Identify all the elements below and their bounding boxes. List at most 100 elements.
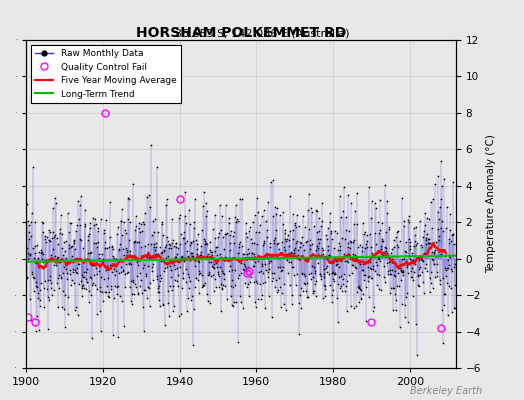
Point [172, 254, 181, 260]
Point [340, 251, 348, 257]
Point [284, 251, 292, 257]
Point [207, 273, 215, 279]
Point [363, 232, 371, 238]
Point [225, 215, 233, 222]
Point [42, 239, 50, 245]
Point [129, 277, 137, 284]
Point [206, 300, 214, 306]
Point [374, 254, 382, 260]
Point [98, 258, 106, 264]
Point [128, 181, 137, 187]
Point [123, 270, 131, 276]
Point [334, 281, 342, 287]
Point [432, 253, 440, 260]
Point [90, 240, 98, 246]
Point [124, 216, 133, 222]
Point [292, 271, 301, 277]
Point [116, 264, 125, 270]
Point [64, 310, 72, 317]
Point [39, 229, 47, 235]
Point [142, 271, 150, 277]
Point [378, 236, 386, 243]
Point [397, 277, 406, 283]
Point [141, 210, 149, 216]
Point [130, 239, 138, 246]
Point [215, 230, 223, 236]
Point [202, 241, 211, 248]
Point [337, 235, 346, 241]
Point [368, 197, 377, 204]
Point [62, 262, 70, 268]
Point [43, 277, 52, 284]
Point [269, 236, 278, 243]
Point [333, 261, 341, 268]
Point [177, 254, 185, 260]
Point [384, 252, 392, 258]
Point [233, 256, 242, 263]
Point [175, 313, 183, 319]
Point [238, 266, 247, 272]
Point [296, 292, 304, 299]
Point [196, 252, 204, 259]
Point [409, 277, 418, 284]
Point [169, 283, 177, 290]
Point [365, 273, 374, 280]
Point [159, 301, 167, 308]
Point [390, 236, 398, 243]
Point [37, 247, 45, 254]
Point [351, 252, 359, 259]
Point [410, 224, 419, 231]
Point [260, 238, 269, 245]
Point [356, 242, 364, 248]
Point [196, 243, 205, 250]
Point [348, 262, 357, 269]
Point [181, 219, 190, 226]
Point [139, 219, 147, 225]
Point [427, 280, 435, 286]
Point [335, 240, 343, 246]
Point [157, 274, 165, 281]
Point [431, 246, 440, 253]
Point [231, 267, 239, 274]
Point [43, 326, 52, 332]
Point [354, 244, 362, 250]
Point [26, 252, 35, 258]
Point [179, 274, 188, 281]
Point [45, 297, 53, 304]
Point [392, 306, 401, 313]
Point [232, 202, 240, 208]
Point [381, 229, 390, 235]
Point [218, 213, 226, 220]
Point [59, 252, 68, 258]
Point [26, 250, 34, 257]
Point [278, 290, 286, 296]
Point [59, 264, 68, 270]
Point [82, 269, 91, 276]
Point [449, 231, 457, 237]
Point [140, 221, 148, 227]
Point [439, 228, 447, 234]
Point [279, 209, 288, 215]
Point [379, 238, 387, 244]
Point [184, 271, 192, 277]
Point [80, 274, 88, 281]
Point [440, 302, 448, 308]
Point [136, 277, 145, 284]
Point [294, 254, 302, 261]
Point [78, 272, 86, 278]
Point [430, 261, 439, 267]
Point [27, 233, 35, 239]
Point [405, 213, 413, 220]
Point [406, 243, 414, 249]
Point [310, 264, 318, 270]
Point [434, 208, 442, 215]
Point [151, 240, 160, 246]
Point [23, 275, 31, 281]
Point [277, 239, 286, 246]
Title: HORSHAM POLKEMMET RD: HORSHAM POLKEMMET RD [136, 26, 346, 40]
Point [381, 279, 389, 286]
Point [141, 243, 150, 250]
Point [385, 224, 393, 230]
Point [24, 218, 32, 224]
Point [142, 273, 150, 279]
